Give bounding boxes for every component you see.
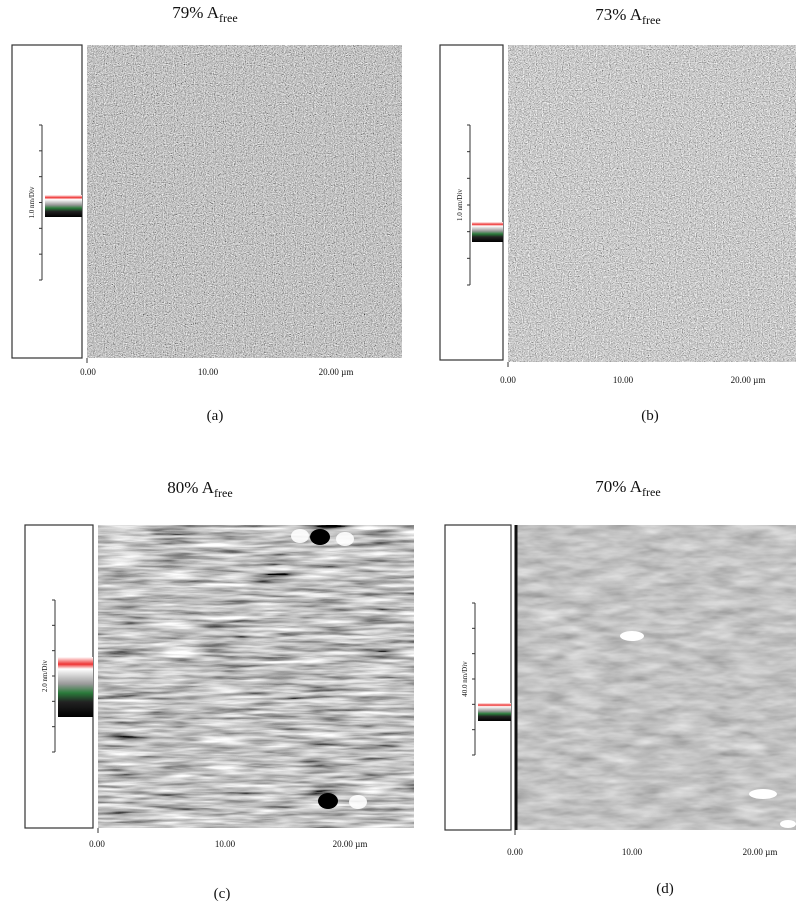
x-tick-label: 20.00 µm	[319, 367, 354, 377]
x-tick-label: 10.00	[198, 367, 219, 377]
afm-panel: 70% Afree 40.0 nm/Div 0.00 10.00 20.00 µm (d)	[444, 477, 796, 897]
x-tick-label: 10.00	[613, 375, 634, 385]
bright-spot	[349, 795, 367, 809]
x-tick-label: 0.00	[80, 367, 96, 377]
afm-image	[98, 525, 414, 828]
scale-label: 1.0 nm/Div	[28, 186, 36, 218]
panel-title: 70% Afree	[595, 477, 660, 499]
color-bar	[472, 222, 503, 242]
scale-label: 1.0 nm/Div	[456, 189, 464, 221]
afm-panel: 79% Afree 1.0 nm/Div 0.00 10.00 20.00 µm (a)	[11, 3, 402, 424]
panel-title: 73% Afree	[595, 5, 660, 27]
x-tick-label: 0.00	[507, 847, 523, 857]
bright-spot	[749, 789, 777, 799]
title-main: 79% A	[172, 3, 219, 22]
panel-caption: (a)	[207, 408, 224, 424]
dark-spot	[318, 793, 338, 809]
bright-spot	[291, 529, 309, 543]
afm-image	[515, 525, 796, 830]
x-tick-label: 10.00	[215, 839, 236, 849]
title-subscript: free	[219, 11, 238, 25]
x-tick-label: 0.00	[89, 839, 105, 849]
panel-caption: (d)	[656, 881, 674, 897]
x-tick-label: 20.00 µm	[333, 839, 368, 849]
afm-image	[87, 45, 402, 358]
x-tick-label: 20.00 µm	[743, 847, 778, 857]
color-bar	[478, 703, 511, 721]
title-subscript: free	[214, 486, 233, 500]
color-bar	[45, 195, 82, 217]
title-subscript: free	[642, 485, 661, 499]
x-tick-label: 20.00 µm	[731, 375, 766, 385]
x-tick-label: 0.00	[500, 375, 516, 385]
scale-box	[444, 524, 512, 831]
scale-label: 2.0 nm/Div	[41, 660, 49, 692]
color-bar	[58, 657, 93, 717]
bright-spot	[620, 631, 644, 641]
bright-spot	[336, 532, 354, 546]
afm-image	[508, 45, 796, 362]
title-main: 73% A	[595, 5, 642, 24]
title-main: 70% A	[595, 477, 642, 496]
afm-panel: 73% Afree 1.0 nm/Div 0.00 10.00 20.00 µm (b)	[439, 5, 796, 424]
scale-box	[439, 44, 504, 361]
x-tick-label: 10.00	[622, 847, 643, 857]
scale-label: 40.0 nm/Div	[461, 661, 469, 697]
panel-caption: (c)	[214, 886, 231, 902]
title-subscript: free	[642, 13, 661, 27]
panel-title: 79% Afree	[172, 3, 237, 25]
bright-spot	[780, 820, 796, 828]
dark-spot	[310, 529, 330, 545]
afm-panel: 80% Afree 2.0 nm/Div 0.00 10.00 20.00 µm (c)	[24, 478, 414, 902]
panel-title: 80% Afree	[167, 478, 232, 500]
title-main: 80% A	[167, 478, 214, 497]
panel-caption: (b)	[641, 408, 659, 424]
